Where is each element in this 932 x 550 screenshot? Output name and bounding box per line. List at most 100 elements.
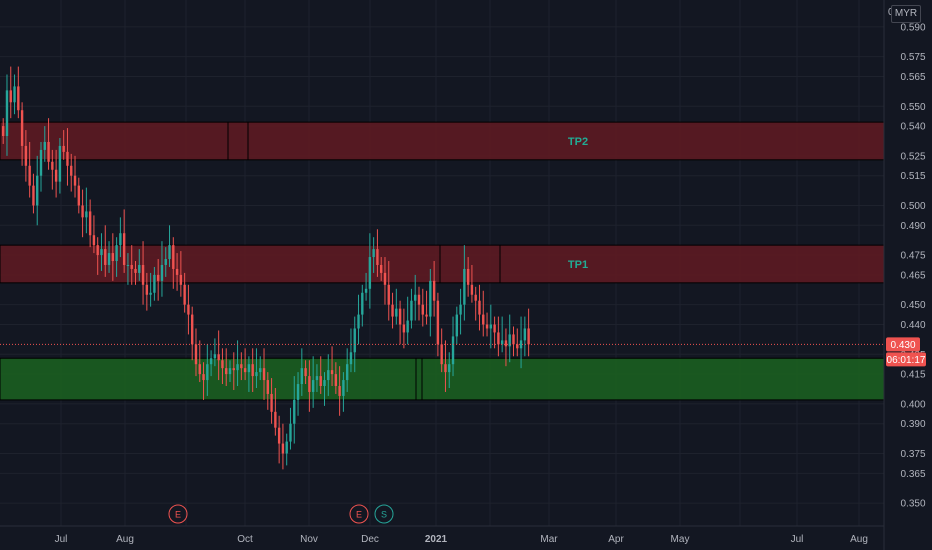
candle-body xyxy=(440,344,443,365)
event-marker-e[interactable]: E xyxy=(168,504,188,524)
candle-body xyxy=(345,364,349,381)
event-marker-e[interactable]: E xyxy=(349,504,369,524)
price-tick-label: 0.390 xyxy=(900,419,925,430)
candle-body xyxy=(13,86,16,103)
candle-body xyxy=(459,304,462,315)
event-marker-label: E xyxy=(356,510,362,520)
candle-body xyxy=(342,380,345,396)
candle-body xyxy=(149,292,152,295)
candle-body xyxy=(5,90,9,137)
candle-body xyxy=(330,370,334,375)
last-price-value: 0.430 xyxy=(890,340,915,351)
candle-body xyxy=(274,411,277,428)
candle-body xyxy=(262,368,266,381)
candle-body xyxy=(519,340,523,349)
price-tick-label: 0.525 xyxy=(900,151,925,162)
candle-body xyxy=(191,314,194,345)
candle-body xyxy=(466,268,470,285)
candle-body xyxy=(380,264,383,273)
candle-body xyxy=(179,274,183,285)
price-tick-label: 0.540 xyxy=(900,122,925,133)
event-marker-circle xyxy=(168,504,188,524)
candle-body xyxy=(451,336,455,365)
price-axis[interactable]: 0.590 0.575 0.565 0.550 0.540 0.525 0.515 0.500… xyxy=(883,0,932,550)
candle-body xyxy=(482,314,485,325)
candle-body xyxy=(54,169,58,182)
candle-body xyxy=(357,314,360,329)
candle-body xyxy=(266,380,269,394)
candle-body xyxy=(187,304,190,315)
candle-body xyxy=(281,443,285,454)
candle-body xyxy=(527,328,530,345)
candle-body xyxy=(240,364,243,369)
price-tick-label: 0.490 xyxy=(900,221,925,232)
candle-body xyxy=(489,324,493,329)
candle-body xyxy=(516,344,519,349)
candle-body xyxy=(398,308,402,325)
candle-body xyxy=(9,90,12,103)
event-marker-label: E xyxy=(175,510,181,520)
candle-body xyxy=(368,257,372,289)
time-tick-label: Apr xyxy=(608,534,624,545)
candle-body xyxy=(206,364,209,381)
candle-body xyxy=(43,141,46,150)
candle-body xyxy=(24,145,28,166)
event-marker-s[interactable]: S xyxy=(374,504,394,524)
candle-body xyxy=(130,264,133,269)
candle-body xyxy=(66,151,69,166)
candle-body xyxy=(402,324,406,333)
candle-body xyxy=(372,249,375,258)
candle-body xyxy=(315,376,319,381)
countdown-badge xyxy=(886,352,926,367)
candle-body xyxy=(77,185,80,206)
candle-body xyxy=(277,427,281,444)
candle-body xyxy=(107,253,111,265)
candle-body xyxy=(88,211,92,236)
time-tick-label: Dec xyxy=(361,534,379,545)
candle-body xyxy=(183,284,186,305)
zone-label-tp2: TP2 xyxy=(568,136,588,148)
candle-body xyxy=(47,141,50,162)
candle-body xyxy=(497,332,500,345)
candle-body xyxy=(194,344,198,365)
time-tick-label: 2021 xyxy=(425,534,448,545)
candle-body xyxy=(175,268,179,275)
candle-body xyxy=(361,292,364,315)
candle-body xyxy=(172,245,175,269)
candle-body xyxy=(327,370,330,381)
price-tick-label: 0.350 xyxy=(900,499,925,510)
currency-badge[interactable]: MYR xyxy=(891,5,921,23)
candle-body xyxy=(70,165,73,176)
candle-body xyxy=(32,185,35,206)
candle-body xyxy=(243,368,247,373)
candle-body xyxy=(311,380,315,392)
candle-body xyxy=(455,314,458,337)
candle-body xyxy=(296,384,300,400)
price-tick-label: 0.440 xyxy=(900,320,925,331)
time-tick-label: Aug xyxy=(116,534,134,545)
candle-body xyxy=(62,145,65,152)
candle-body xyxy=(28,165,31,186)
candle-body xyxy=(217,354,220,361)
price-tick-label: 0.565 xyxy=(900,72,925,83)
candle-body xyxy=(289,423,292,442)
time-axis[interactable]: Jul Aug Oct Nov Dec 2021 Mar Apr May Jul Aug xyxy=(0,525,884,545)
candle-body xyxy=(73,175,77,186)
candle-body xyxy=(209,358,213,365)
candle-body xyxy=(96,245,99,256)
candle-body xyxy=(523,328,527,341)
candle-body xyxy=(236,364,239,371)
price-tick-label: 0.550 xyxy=(900,102,925,113)
candle-body xyxy=(349,352,353,365)
candle-body xyxy=(353,328,356,353)
candle-body xyxy=(304,368,307,377)
candle-body xyxy=(334,374,338,387)
candle-body xyxy=(126,264,130,266)
candle-body xyxy=(383,272,387,285)
time-tick-label: May xyxy=(671,534,690,545)
candle-body xyxy=(323,380,326,387)
time-tick-label: Oct xyxy=(237,534,253,545)
candle-body xyxy=(436,300,440,345)
